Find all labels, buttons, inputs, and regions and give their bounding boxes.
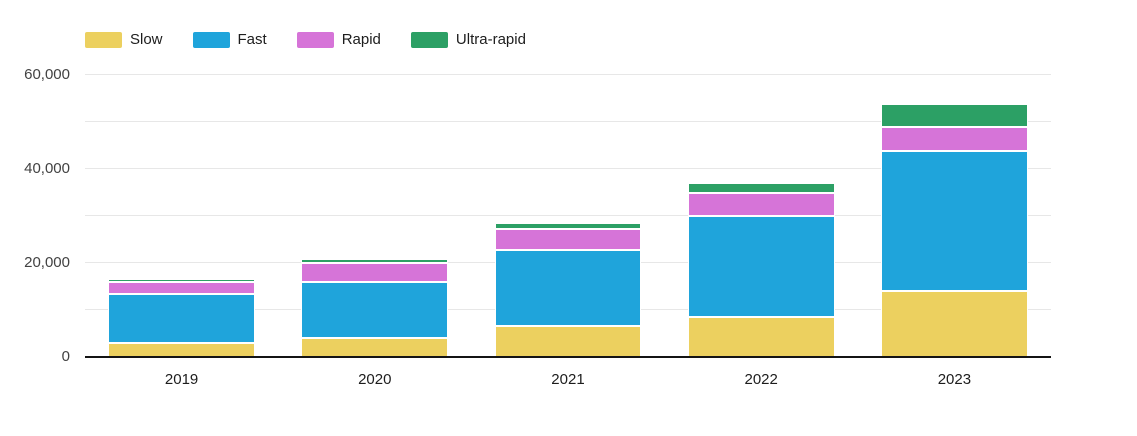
legend-label: Rapid <box>341 31 381 48</box>
y-axis-label: 20,000 <box>24 254 70 271</box>
x-axis-label: 2022 <box>744 371 778 388</box>
x-axis-line <box>85 356 1051 358</box>
bar-segment-ultra-rapid <box>687 182 835 193</box>
legend-label: Fast <box>237 31 267 48</box>
bar-segment-rapid <box>494 229 642 250</box>
gridline <box>85 121 1051 122</box>
legend-item-fast: Fast <box>192 31 267 48</box>
x-axis-label: 2020 <box>358 371 392 388</box>
bar-stack <box>494 223 642 357</box>
bar-stack <box>108 279 255 357</box>
legend-swatch-ultra-rapid <box>410 32 448 48</box>
x-axis: 2019 2020 2021 2022 2023 <box>85 370 1051 390</box>
legend-item-slow: Slow <box>85 32 163 48</box>
y-axis-label: 40,000 <box>24 160 70 177</box>
gridline <box>85 215 1051 216</box>
bar-segment-rapid <box>108 281 255 294</box>
chart-legend: Slow Fast Rapid Ultra-rapid <box>85 32 526 48</box>
bar-group-2019 <box>85 75 278 357</box>
bar-group-2021 <box>471 75 664 357</box>
legend-label: Ultra-rapid <box>455 31 526 48</box>
legend-item-ultra-rapid: Ultra-rapid <box>410 31 526 48</box>
bar-segment-fast <box>301 281 449 339</box>
gridline <box>85 74 1051 75</box>
x-axis-label: 2019 <box>164 371 199 388</box>
bar-segment-ultra-rapid <box>301 258 449 264</box>
y-axis-label: 60,000 <box>24 66 70 83</box>
bar-segment-ultra-rapid <box>108 279 255 282</box>
legend-swatch-rapid <box>296 32 334 48</box>
bar-group-2023 <box>858 75 1051 357</box>
bar-stack <box>880 103 1028 357</box>
bar-stack <box>301 258 449 357</box>
gridline <box>85 168 1051 169</box>
bar-segment-slow <box>687 317 835 357</box>
bar-segment-fast <box>494 249 642 326</box>
bar-segment-rapid <box>301 263 449 282</box>
bar-segment-rapid <box>880 127 1028 152</box>
bar-segment-slow <box>880 291 1028 357</box>
bar-stack <box>687 182 835 357</box>
bar-segment-slow <box>108 342 255 357</box>
legend-swatch-slow <box>85 32 122 48</box>
plot-area <box>85 74 1051 357</box>
bar-segment-slow <box>301 338 449 357</box>
x-axis-label: 2021 <box>551 371 585 388</box>
legend-swatch-fast <box>192 32 230 48</box>
legend-item-rapid: Rapid <box>296 31 381 48</box>
bar-segment-ultra-rapid <box>494 223 642 230</box>
y-axis-label: 0 <box>61 348 70 365</box>
x-axis-label: 2023 <box>937 371 972 388</box>
legend-label: Slow <box>130 31 163 48</box>
bar-segment-rapid <box>687 193 835 217</box>
y-axis: 0 20,000 40,000 60,000 <box>0 66 70 365</box>
bar-segment-fast <box>687 216 835 318</box>
bar-group-2020 <box>278 75 471 357</box>
bar-segment-slow <box>494 325 642 357</box>
bar-segment-ultra-rapid <box>880 103 1028 128</box>
bar-group-2022 <box>665 75 858 357</box>
bar-segment-fast <box>880 151 1028 292</box>
bar-segment-fast <box>108 293 255 343</box>
